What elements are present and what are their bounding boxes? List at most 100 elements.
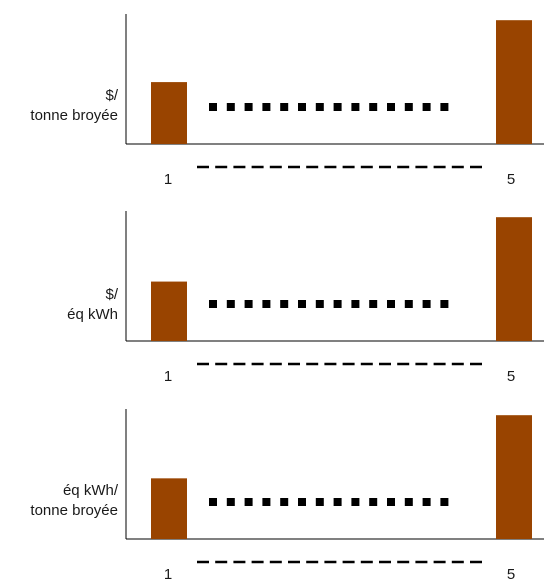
y-axis-label-line-1: éq kWh/	[62, 482, 118, 499]
bar-ellipsis-dots	[209, 103, 449, 111]
ellipsis-dash	[415, 362, 428, 366]
x-tick-label-1: 1	[164, 171, 172, 188]
ellipsis-dot	[280, 498, 289, 506]
ellipsis-dot	[244, 103, 253, 111]
ellipsis-dot	[209, 103, 217, 111]
ellipsis-dot	[422, 498, 431, 506]
ellipsis-dash	[360, 362, 373, 366]
x-axis-ellipsis-dashes	[197, 165, 482, 169]
x-axis-ellipsis-dashes	[197, 560, 482, 564]
ellipsis-dot	[404, 498, 413, 506]
x-tick-label-1: 1	[164, 566, 172, 583]
ellipsis-dash	[397, 362, 410, 366]
x-tick-label-1: 1	[164, 368, 172, 385]
ellipsis-dot	[369, 498, 378, 506]
ellipsis-dash	[233, 165, 246, 169]
ellipsis-dash	[397, 560, 410, 564]
ellipsis-dot	[226, 103, 235, 111]
ellipsis-dot	[315, 103, 324, 111]
ellipsis-dash	[451, 560, 464, 564]
ellipsis-dash	[470, 560, 482, 564]
ellipsis-dot	[351, 103, 360, 111]
ellipsis-dash	[324, 560, 337, 564]
ellipsis-dot	[440, 103, 449, 111]
ellipsis-dot	[422, 103, 431, 111]
ellipsis-dash	[197, 165, 209, 169]
ellipsis-dot	[244, 498, 253, 506]
ellipsis-dash	[197, 560, 209, 564]
ellipsis-dash	[379, 362, 391, 366]
ellipsis-dot	[298, 300, 306, 308]
ellipsis-dash	[269, 560, 282, 564]
bar-5	[496, 415, 532, 539]
ellipsis-dash	[251, 165, 264, 169]
bar-ellipsis-dots	[209, 300, 449, 308]
ellipsis-dash	[470, 165, 482, 169]
ellipsis-dash	[233, 362, 246, 366]
y-axis-label-line-1: $/	[105, 87, 118, 104]
bar-1	[151, 82, 187, 144]
y-axis-label-line-2: tonne broyée	[30, 107, 118, 124]
ellipsis-dot	[280, 103, 289, 111]
ellipsis-dash	[197, 362, 209, 366]
x-tick-label-5: 5	[507, 566, 515, 583]
bar-5	[496, 217, 532, 341]
ellipsis-dash	[251, 560, 264, 564]
ellipsis-dot	[262, 498, 271, 506]
y-axis-label: $/ éq kWh	[0, 285, 118, 325]
ellipsis-dot	[298, 498, 306, 506]
bar-1	[151, 281, 187, 341]
y-axis-label: $/ tonne broyée	[0, 86, 118, 126]
ellipsis-dot	[440, 498, 449, 506]
ellipsis-dash	[288, 560, 300, 564]
ellipsis-dot	[298, 103, 306, 111]
ellipsis-dash	[215, 165, 228, 169]
ellipsis-dash	[451, 165, 464, 169]
ellipsis-dash	[269, 165, 282, 169]
ellipsis-dot	[387, 498, 395, 506]
ellipsis-dot	[209, 498, 217, 506]
ellipsis-dash	[215, 362, 228, 366]
ellipsis-dot	[404, 103, 413, 111]
ellipsis-dot	[333, 498, 342, 506]
ellipsis-dot	[209, 300, 217, 308]
ellipsis-dash	[415, 560, 428, 564]
ellipsis-dash	[397, 165, 410, 169]
ellipsis-dot	[262, 300, 271, 308]
ellipsis-dash	[269, 362, 282, 366]
ellipsis-dash	[451, 362, 464, 366]
ellipsis-dot	[369, 300, 378, 308]
x-tick-label-5: 5	[507, 368, 515, 385]
ellipsis-dot	[244, 300, 253, 308]
y-axis-label-line-2: éq kWh	[67, 306, 118, 323]
y-axis-label-line-2: tonne broyée	[30, 502, 118, 519]
ellipsis-dash	[360, 165, 373, 169]
ellipsis-dot	[315, 498, 324, 506]
ellipsis-dash	[306, 165, 319, 169]
ellipsis-dash	[379, 165, 391, 169]
ellipsis-dot	[387, 103, 395, 111]
ellipsis-dot	[387, 300, 395, 308]
x-tick-label-5: 5	[507, 171, 515, 188]
y-axis-label-line-1: $/	[105, 286, 118, 303]
ellipsis-dash	[433, 560, 446, 564]
bar-1	[151, 478, 187, 539]
ellipsis-dot	[280, 300, 289, 308]
ellipsis-dash	[306, 560, 319, 564]
ellipsis-dot	[226, 498, 235, 506]
ellipsis-dot	[351, 498, 360, 506]
ellipsis-dot	[351, 300, 360, 308]
ellipsis-dot	[369, 103, 378, 111]
ellipsis-dash	[324, 362, 337, 366]
ellipsis-dash	[288, 362, 300, 366]
ellipsis-dash	[379, 560, 391, 564]
y-axis-label: éq kWh/ tonne broyée	[0, 481, 118, 521]
ellipsis-dash	[342, 362, 355, 366]
ellipsis-dot	[315, 300, 324, 308]
